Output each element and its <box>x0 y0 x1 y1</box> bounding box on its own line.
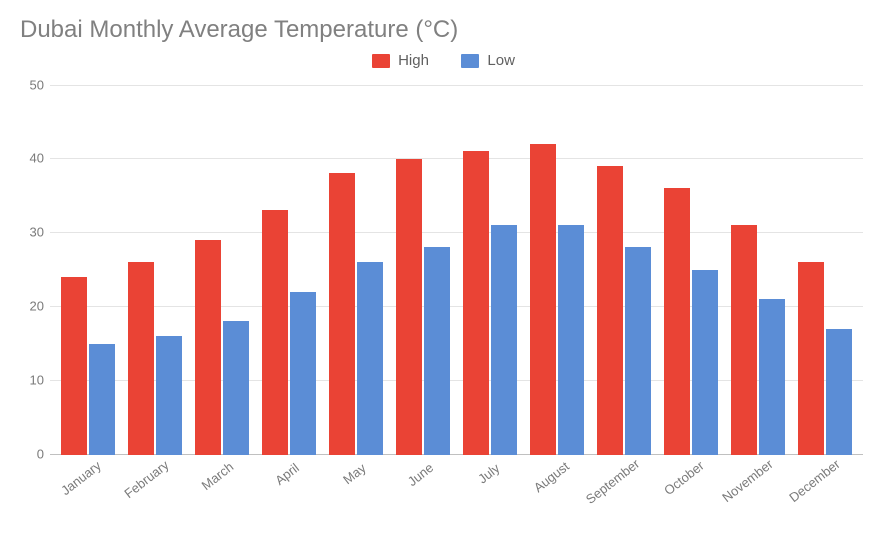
bar-low <box>759 299 785 454</box>
x-axis-tick: January <box>54 455 121 523</box>
bar-low <box>826 329 852 455</box>
bar-high <box>798 262 824 454</box>
bar-high <box>128 262 154 454</box>
y-axis-tick-label: 20 <box>20 298 44 313</box>
x-axis-tick-label: November <box>720 456 776 505</box>
x-axis-tick: October <box>658 455 725 523</box>
bar-group <box>658 85 725 455</box>
plot-area: 01020304050 <box>50 85 863 455</box>
x-axis-tick-label: December <box>787 456 843 505</box>
x-axis-tick-label: January <box>58 457 104 497</box>
x-axis-tick: June <box>389 455 456 523</box>
legend-label-low: Low <box>487 52 515 69</box>
chart-title: Dubai Monthly Average Temperature (°C) <box>20 16 871 44</box>
bar-group <box>255 85 322 455</box>
bar-high <box>731 225 757 454</box>
bar-group <box>725 85 792 455</box>
bar-high <box>61 277 87 455</box>
bar-high <box>262 210 288 454</box>
bar-low <box>89 344 115 455</box>
legend: High Low <box>16 52 871 73</box>
bar-low <box>491 225 517 454</box>
legend-item-low: Low <box>461 52 515 69</box>
x-axis-tick-label: September <box>583 455 642 506</box>
y-axis-tick-label: 30 <box>20 225 44 240</box>
bar-low <box>223 321 249 454</box>
x-axis-tick: February <box>121 455 188 523</box>
x-axis-labels: January February March April May June July Augu… <box>50 455 863 523</box>
x-axis-tick-label: October <box>661 457 707 497</box>
y-axis-tick-label: 40 <box>20 151 44 166</box>
bar-low <box>156 336 182 454</box>
bar-low <box>424 247 450 454</box>
legend-label-high: High <box>398 52 429 69</box>
bar-group <box>188 85 255 455</box>
x-axis-tick-label: March <box>198 458 236 492</box>
x-axis-tick-label: February <box>121 457 171 501</box>
bar-low <box>357 262 383 454</box>
legend-item-high: High <box>372 52 429 69</box>
y-axis-tick-label: 0 <box>20 446 44 461</box>
bar-group <box>54 85 121 455</box>
x-axis-tick: May <box>322 455 389 523</box>
bar-high <box>195 240 221 455</box>
bar-high <box>329 173 355 454</box>
x-axis-tick: December <box>792 455 859 523</box>
y-axis-tick-label: 10 <box>20 372 44 387</box>
x-axis-tick-label: June <box>405 459 436 488</box>
bar-high <box>664 188 690 454</box>
bar-group <box>121 85 188 455</box>
bar-group <box>322 85 389 455</box>
x-axis-tick-label: May <box>340 460 369 487</box>
x-axis: January February March April May June July Augu… <box>50 455 863 523</box>
x-axis-tick: April <box>255 455 322 523</box>
bar-high <box>396 159 422 455</box>
bar-low <box>290 292 316 455</box>
bar-low <box>558 225 584 454</box>
bar-group <box>389 85 456 455</box>
bar-group <box>792 85 859 455</box>
chart-container: Dubai Monthly Average Temperature (°C) H… <box>0 0 887 537</box>
legend-swatch-low <box>461 54 479 68</box>
x-axis-tick: March <box>188 455 255 523</box>
x-axis-tick-label: April <box>272 460 302 488</box>
bar-low <box>692 270 718 455</box>
bar-high <box>597 166 623 455</box>
bar-high <box>463 151 489 454</box>
x-axis-tick: November <box>725 455 792 523</box>
x-axis-tick: July <box>456 455 523 523</box>
legend-swatch-high <box>372 54 390 68</box>
bar-high <box>530 144 556 455</box>
x-axis-tick-label: August <box>531 458 572 495</box>
x-axis-tick: September <box>591 455 658 523</box>
x-axis-tick-label: July <box>475 460 502 486</box>
bar-low <box>625 247 651 454</box>
x-axis-tick: August <box>524 455 591 523</box>
bar-group <box>456 85 523 455</box>
bar-group <box>524 85 591 455</box>
bar-group <box>591 85 658 455</box>
y-axis-tick-label: 50 <box>20 77 44 92</box>
bars-layer <box>50 85 863 455</box>
